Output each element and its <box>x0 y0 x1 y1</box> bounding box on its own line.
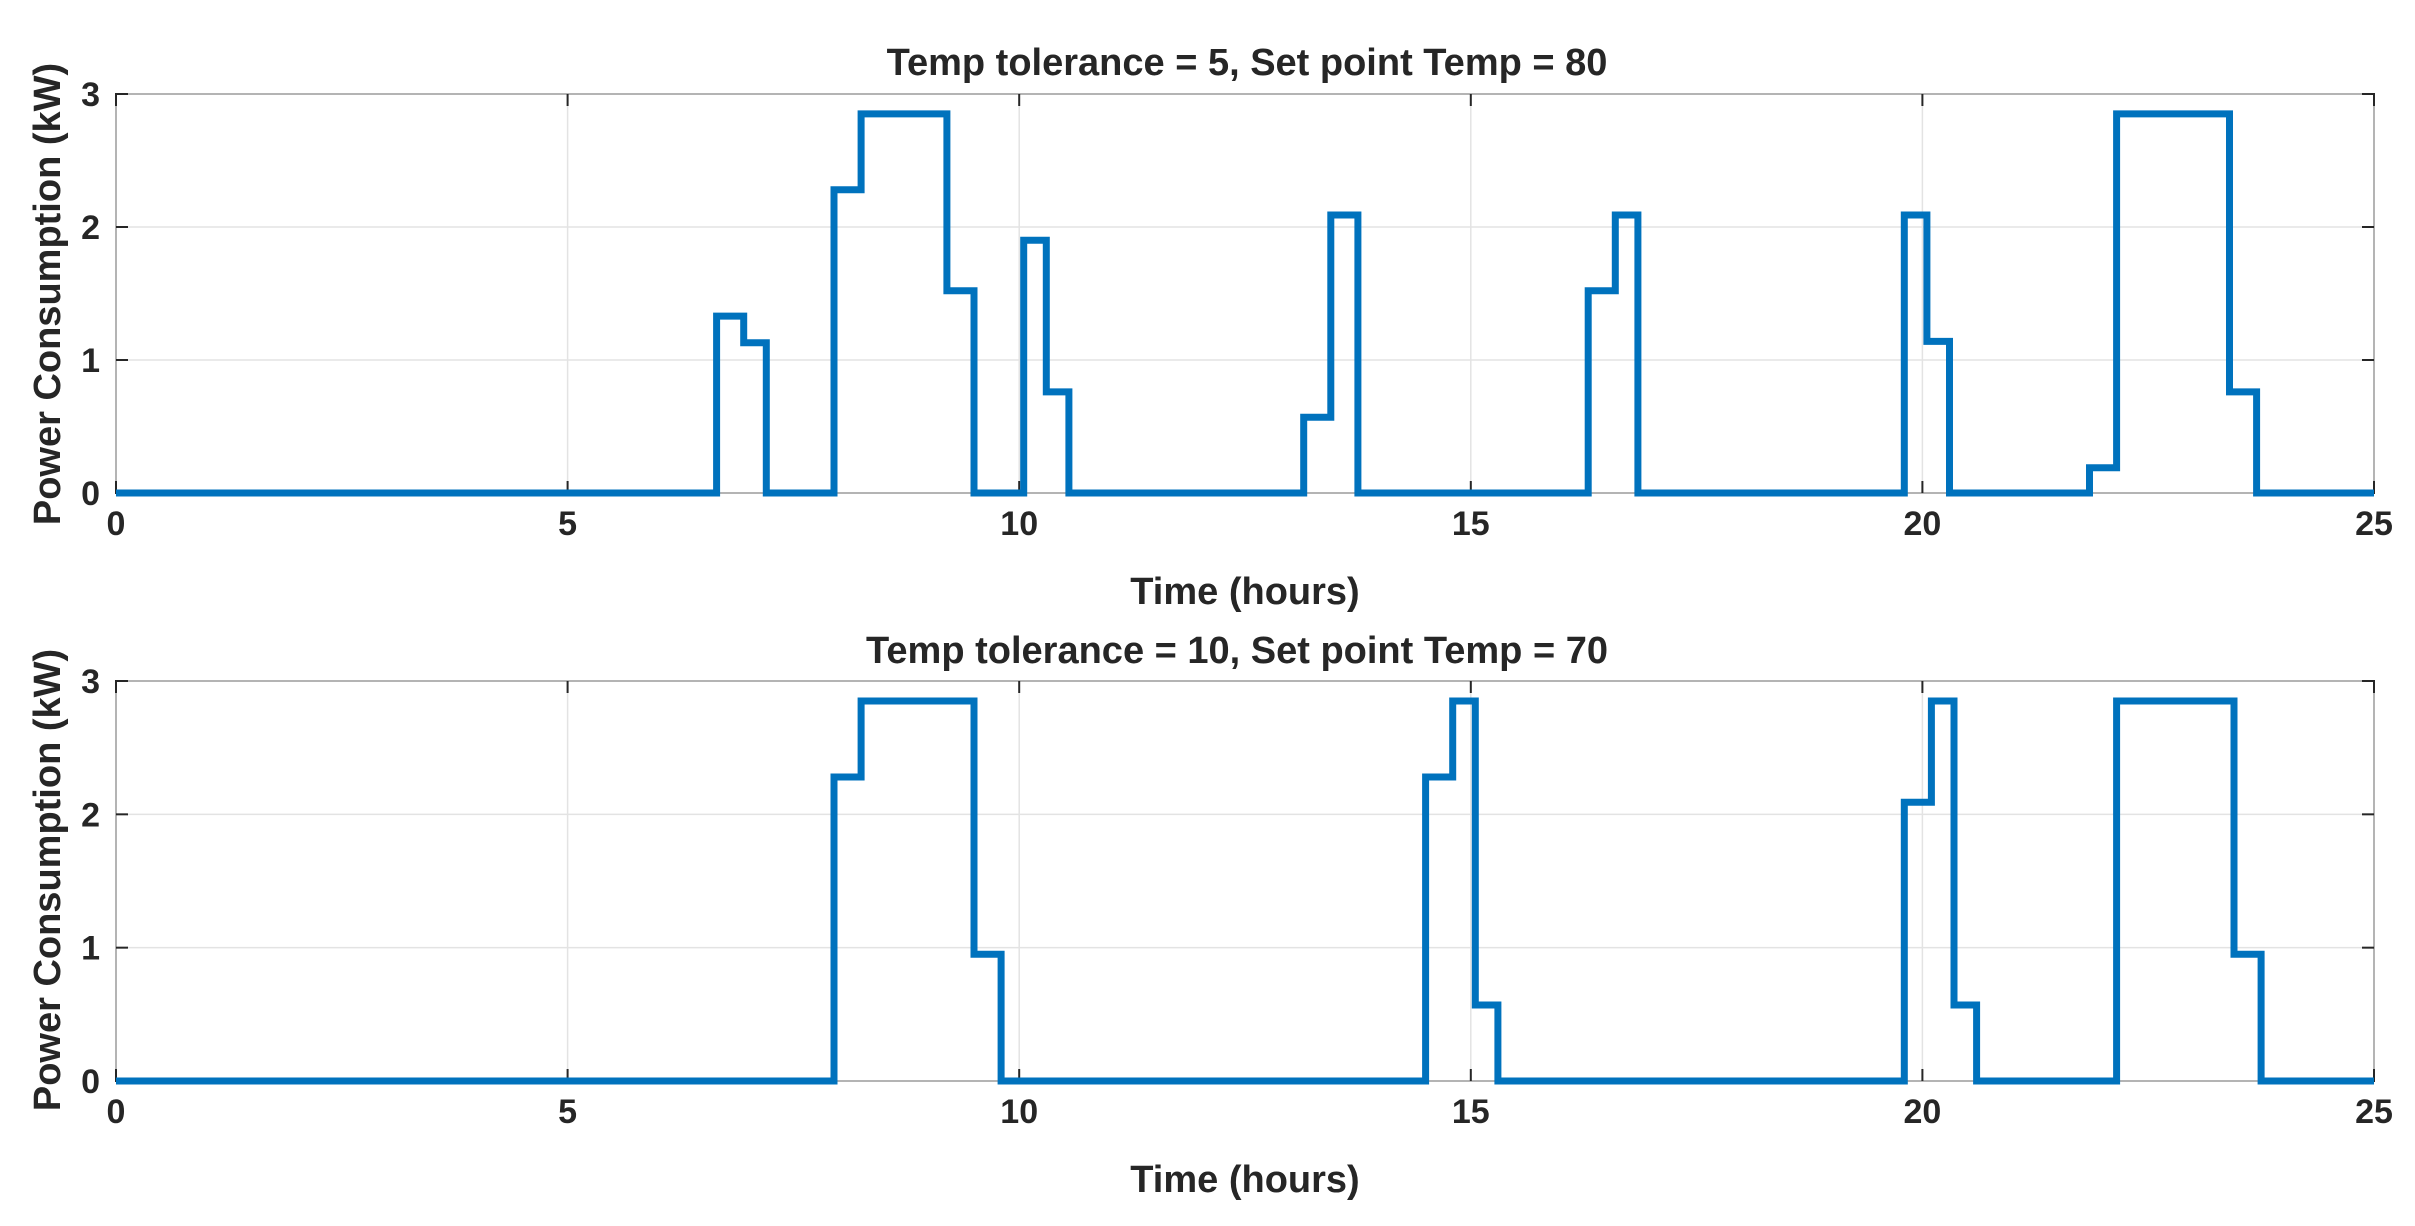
chart-bottom: Temp tolerance = 10, Set point Temp = 70… <box>27 630 2393 1201</box>
chart-title: Temp tolerance = 10, Set point Temp = 70 <box>866 630 1608 672</box>
x-tick-label: 15 <box>1452 505 1490 543</box>
x-tick-label: 25 <box>2355 1093 2393 1131</box>
x-tick-label: 0 <box>107 505 126 543</box>
y-tick-label: 3 <box>81 76 100 114</box>
y-tick-label: 2 <box>81 209 100 247</box>
chart-top: Temp tolerance = 5, Set point Temp = 80 … <box>27 42 2393 613</box>
x-tick-label: 10 <box>1000 505 1038 543</box>
y-axis-label: Power Consumption (kW) <box>27 649 69 1111</box>
series-line-power <box>116 110 2374 497</box>
y-axis-label: Power Consumption (kW) <box>27 63 69 525</box>
plot-area <box>115 93 2375 494</box>
x-tick-label: 15 <box>1452 1093 1490 1131</box>
series-line-power <box>116 697 2374 1085</box>
x-tick-label: 20 <box>1903 1093 1941 1131</box>
x-tick-label: 20 <box>1903 505 1941 543</box>
y-tick-label: 1 <box>81 342 100 380</box>
x-tick-label: 5 <box>558 1093 577 1131</box>
x-tick-label: 25 <box>2355 505 2393 543</box>
x-axis-label: Time (hours) <box>1130 571 1359 613</box>
y-tick-label: 1 <box>81 930 100 968</box>
ticks: 0 5 10 15 20 25 0 1 2 3 <box>81 76 2393 543</box>
x-tick-label: 10 <box>1000 1093 1038 1131</box>
y-tick-label: 0 <box>81 1063 100 1101</box>
x-axis-label: Time (hours) <box>1130 1159 1359 1201</box>
x-tick-label: 5 <box>558 505 577 543</box>
y-tick-label: 2 <box>81 796 100 834</box>
ticks: 0 5 10 15 20 25 0 1 2 3 <box>81 663 2393 1131</box>
chart-title: Temp tolerance = 5, Set point Temp = 80 <box>887 42 1608 84</box>
y-tick-label: 0 <box>81 475 100 513</box>
x-tick-label: 0 <box>107 1093 126 1131</box>
plot-area <box>115 680 2375 1082</box>
y-tick-label: 3 <box>81 663 100 701</box>
